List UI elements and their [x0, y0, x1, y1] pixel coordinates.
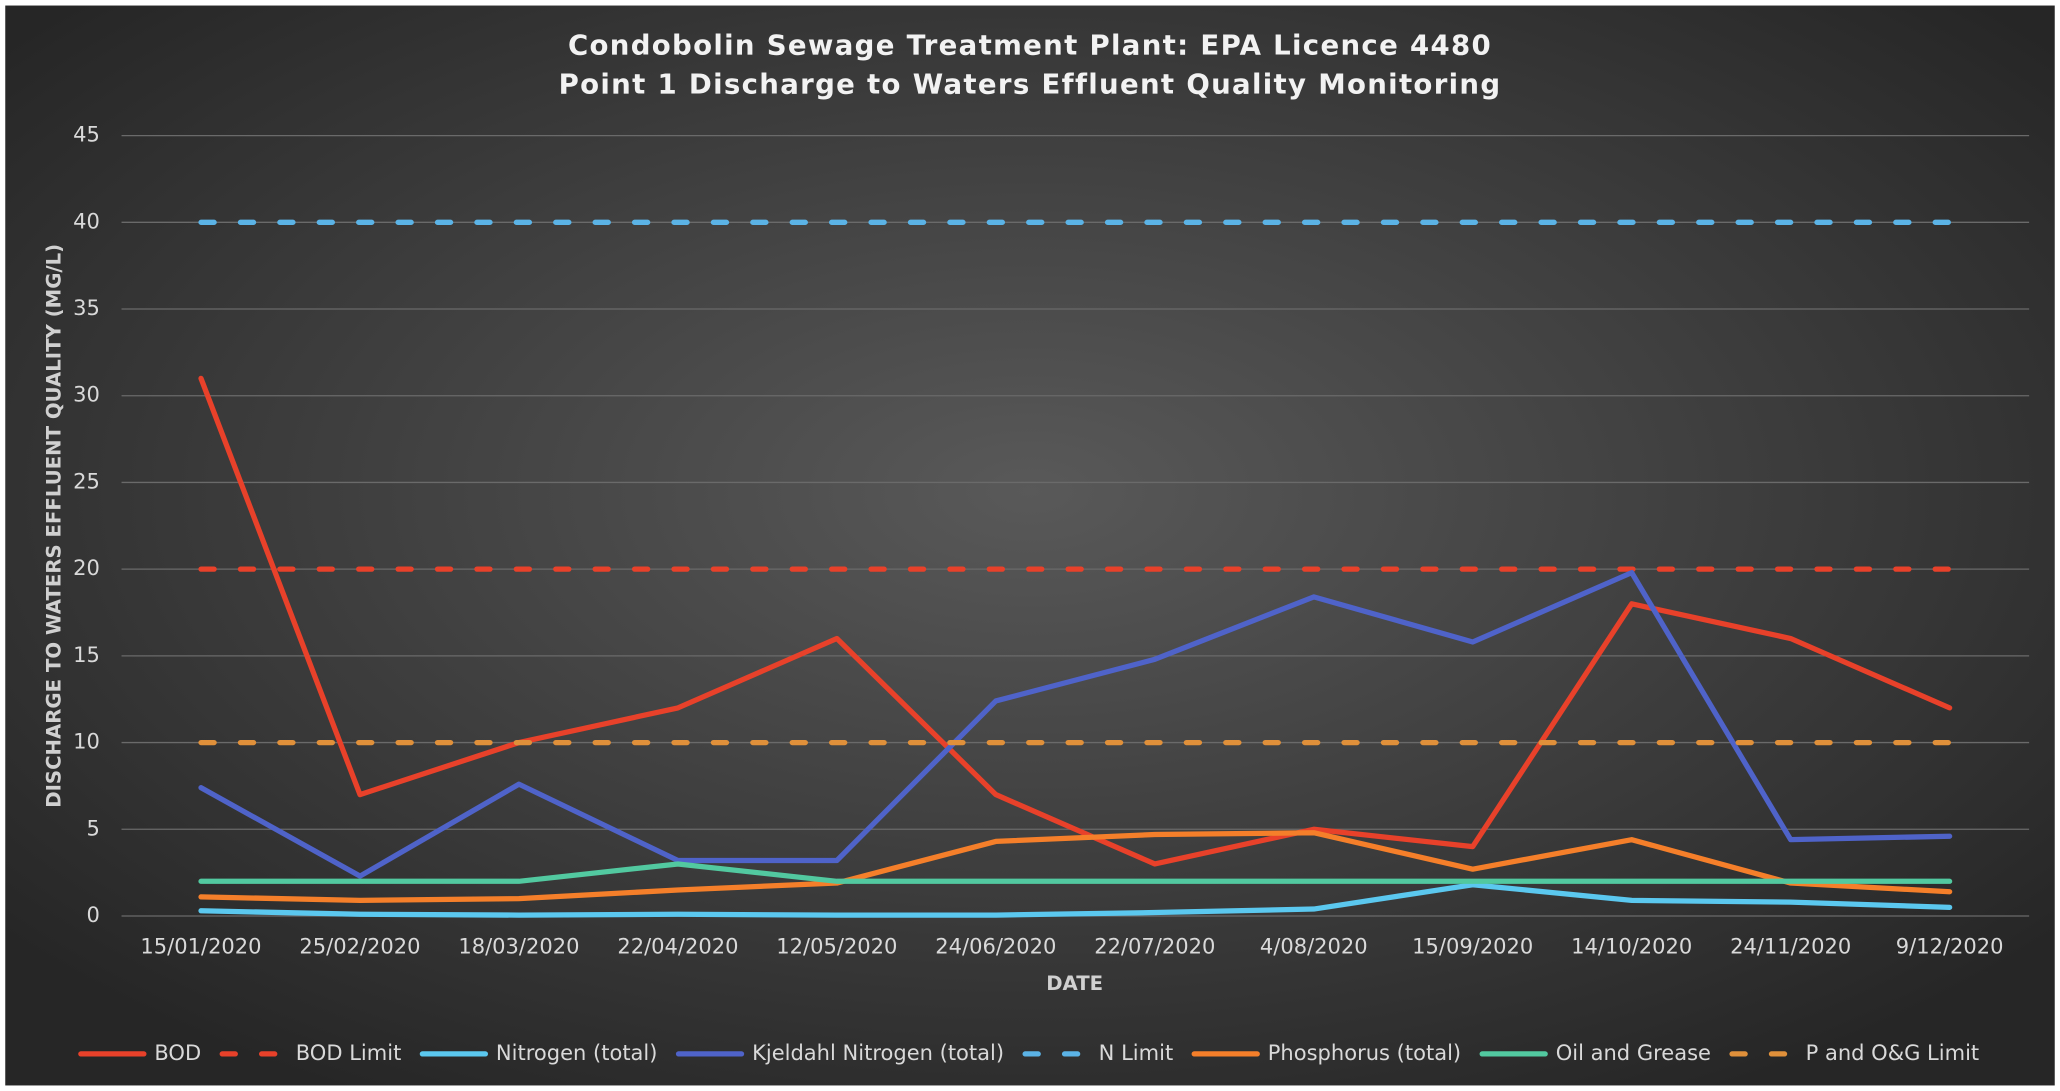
y-tick-label: 15	[73, 642, 100, 667]
x-tick-label: 22/07/2020	[1094, 934, 1215, 959]
y-tick-label: 25	[73, 468, 100, 493]
x-tick-label: 14/10/2020	[1571, 934, 1692, 959]
x-tick-label: 18/03/2020	[458, 934, 579, 959]
legend-label: N Limit	[1099, 1040, 1173, 1065]
series-line	[198, 830, 1953, 904]
legend-label: Nitrogen (total)	[496, 1040, 658, 1065]
series-line	[198, 375, 1953, 867]
series-line	[198, 861, 1953, 884]
legend-label: P and O&G Limit	[1806, 1040, 1980, 1065]
y-tick-label: 20	[73, 555, 100, 580]
legend-label: Oil and Grease	[1556, 1040, 1711, 1065]
legend-label: BOD	[154, 1040, 201, 1065]
y-tick-label: 0	[86, 902, 99, 927]
legend-label: BOD Limit	[296, 1040, 402, 1065]
x-axis-label: DATE	[1046, 972, 1103, 995]
x-tick-label: 15/01/2020	[140, 934, 261, 959]
x-tick-label: 25/02/2020	[299, 934, 420, 959]
y-tick-label: 35	[73, 295, 100, 320]
series-line	[198, 569, 1953, 879]
chart-title: Condobolin Sewage Treatment Plant: EPA L…	[568, 28, 1492, 61]
x-tick-label: 24/06/2020	[935, 934, 1056, 959]
y-tick-label: 5	[86, 815, 99, 840]
x-tick-label: 12/05/2020	[776, 934, 897, 959]
y-axis-label: DISCHARGE TO WATERS EFFLUENT QUALITY (MG…	[43, 244, 66, 808]
legend-label: Kjeldahl Nitrogen (total)	[752, 1040, 1004, 1065]
chart-background	[5, 5, 2055, 1086]
x-tick-label: 22/04/2020	[617, 934, 738, 959]
y-tick-label: 10	[73, 729, 100, 754]
legend-label: Phosphorus (total)	[1268, 1040, 1461, 1065]
series-line	[198, 882, 1953, 918]
x-tick-label: 9/12/2020	[1896, 934, 2004, 959]
y-tick-label: 45	[73, 122, 100, 147]
chart-subtitle: Point 1 Discharge to Waters Effluent Qua…	[559, 68, 1502, 101]
y-tick-label: 40	[73, 208, 100, 233]
x-tick-label: 4/08/2020	[1260, 934, 1368, 959]
y-tick-label: 30	[73, 382, 100, 407]
x-tick-label: 24/11/2020	[1730, 934, 1851, 959]
x-tick-label: 15/09/2020	[1412, 934, 1533, 959]
